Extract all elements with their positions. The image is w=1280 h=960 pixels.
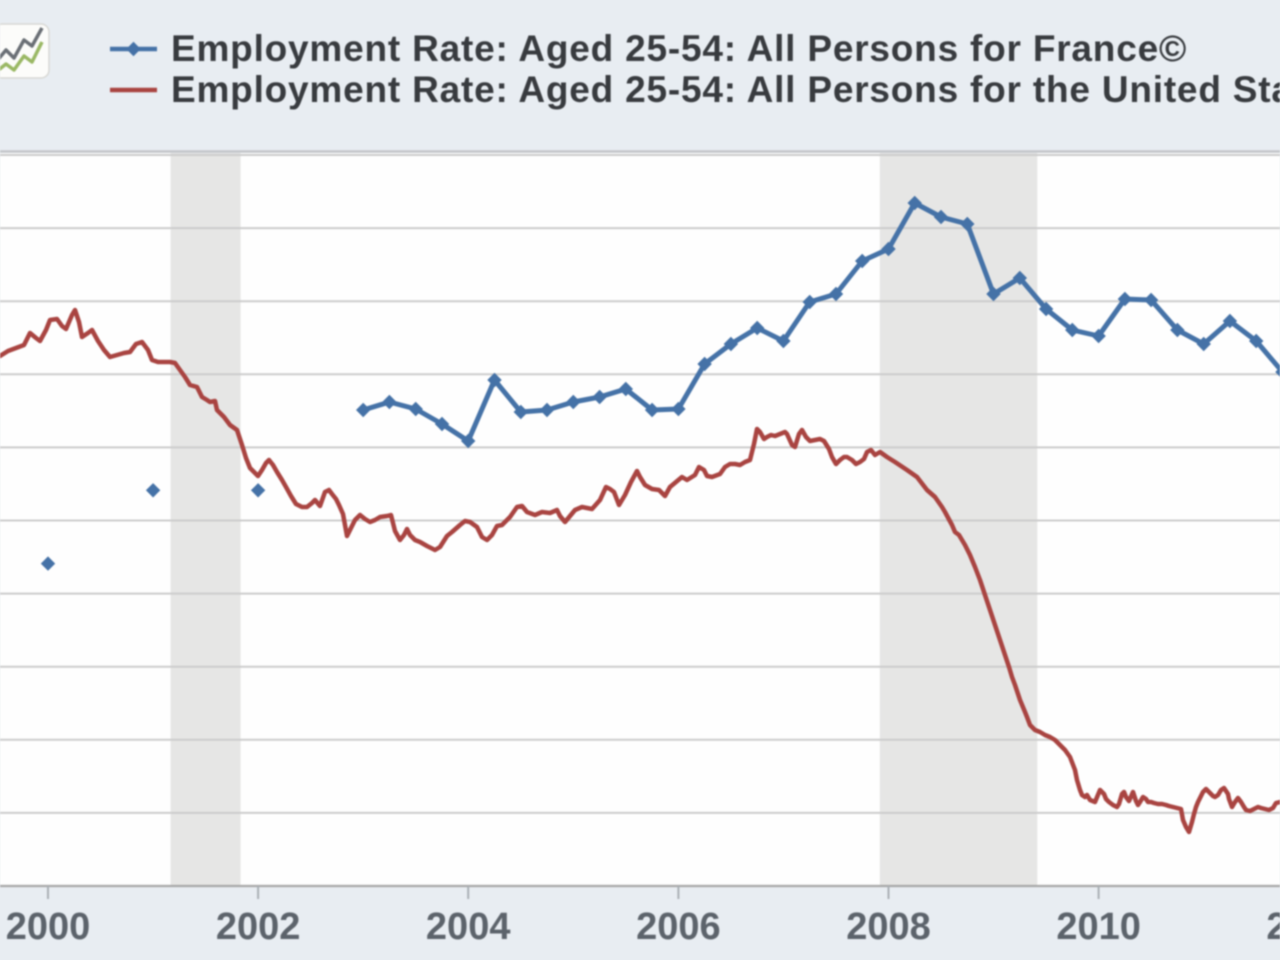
svg-text:Employment Rate: Aged 25-54: A: Employment Rate: Aged 25-54: All Persons…: [171, 28, 1187, 69]
svg-text:2006: 2006: [636, 906, 721, 948]
svg-text:Employment Rate: Aged 25-54: A: Employment Rate: Aged 25-54: All Persons…: [171, 69, 1280, 110]
svg-text:2002: 2002: [216, 906, 301, 948]
svg-text:2008: 2008: [846, 906, 931, 948]
svg-text:2010: 2010: [1056, 906, 1141, 948]
svg-text:2004: 2004: [426, 906, 511, 948]
svg-text:2000: 2000: [6, 906, 91, 948]
svg-text:2012: 2012: [1266, 906, 1280, 948]
